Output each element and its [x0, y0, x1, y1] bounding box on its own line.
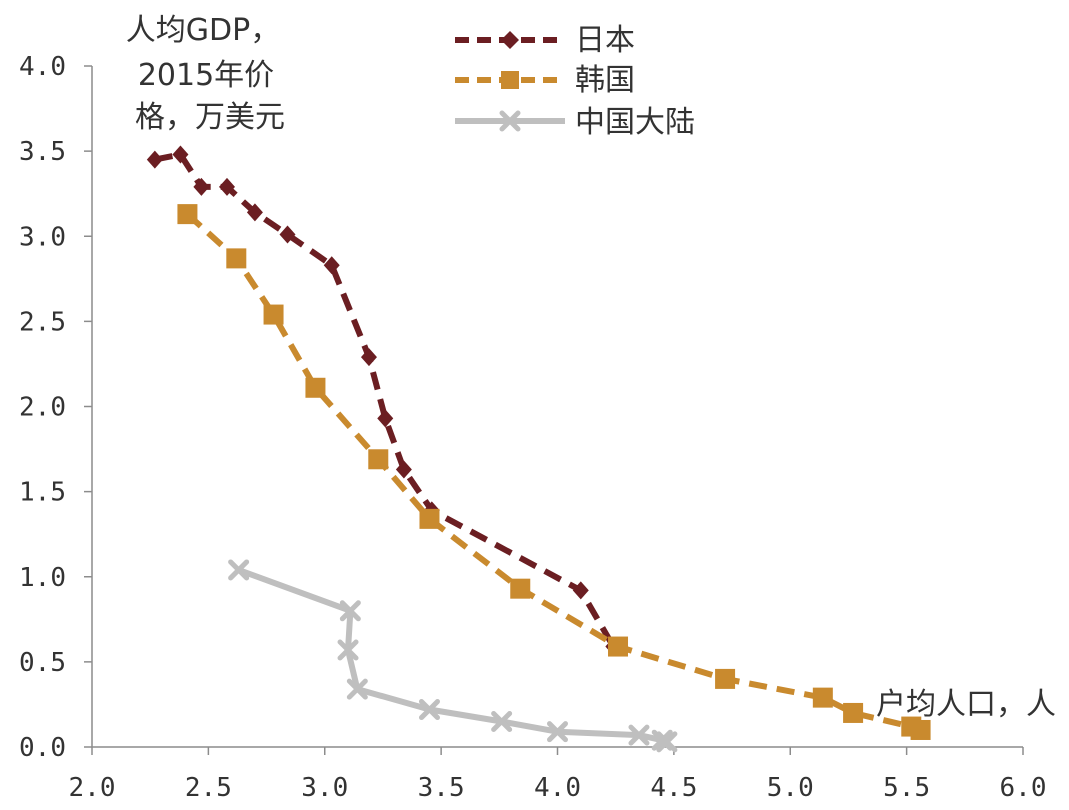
- y-tick-label: 2.5: [19, 307, 66, 337]
- legend-korea-square-marker: [501, 71, 519, 89]
- data-point-china-mainland: [228, 559, 250, 581]
- y-tick-label: 2.0: [19, 393, 66, 423]
- data-point-china-mainland: [418, 699, 440, 721]
- data-point-china-mainland: [547, 721, 568, 743]
- series-line-china-mainland: [235, 566, 670, 745]
- x-tick-label: 2.0: [69, 773, 116, 803]
- series-line-korea: [185, 211, 922, 733]
- y-tick-label: 3.5: [19, 137, 66, 167]
- legend-label-korea: 韩国: [575, 63, 635, 98]
- legend-label-china: 中国大陆: [575, 105, 695, 140]
- data-point-china-mainland: [628, 724, 650, 746]
- data-point-china-mainland: [346, 678, 368, 700]
- data-point-korea: [843, 702, 864, 723]
- series-line-japan: [154, 151, 616, 649]
- data-point-korea: [608, 636, 629, 657]
- series-china-mainland: [228, 559, 678, 753]
- data-point-korea: [368, 449, 389, 470]
- x-tick-label: 2.5: [185, 773, 232, 803]
- data-point-korea: [715, 668, 736, 689]
- x-tick-label: 3.5: [418, 773, 465, 803]
- legend-china-x-marker: [499, 110, 521, 132]
- y-tick-label: 3.0: [19, 222, 66, 252]
- y-axis-title-line-1: 人均GDP，: [126, 13, 280, 48]
- data-point-japan: [246, 203, 263, 222]
- y-axis-title-line-3: 格，万美元: [135, 100, 285, 135]
- legend-label-japan: 日本: [575, 23, 635, 58]
- x-tick-label: 3.0: [301, 773, 348, 803]
- data-point-korea: [305, 377, 326, 398]
- data-point-japan: [572, 581, 589, 600]
- y-axis-title-line-2: 2015年价: [138, 58, 274, 93]
- data-point-korea: [177, 204, 198, 225]
- y-tick-label: 1.5: [19, 478, 66, 508]
- x-tick-label: 5.0: [767, 773, 814, 803]
- data-point-japan: [172, 145, 189, 164]
- data-point-korea: [510, 578, 531, 599]
- data-point-korea: [910, 719, 931, 740]
- x-tick-label: 4.5: [650, 773, 697, 803]
- axes-ticks: 2.0 2.5 3.0 3.5 4.0 4.5 5.0 5.5 6.0 0.0 0.5 1.0 1.5 2…: [19, 52, 1046, 803]
- series-korea: [177, 204, 931, 740]
- data-point-china-mainland: [339, 600, 361, 622]
- data-point-korea: [419, 508, 440, 529]
- data-point-korea: [812, 687, 833, 708]
- y-tick-label: 0.5: [19, 648, 66, 678]
- y-tick-label: 4.0: [19, 52, 66, 82]
- data-point-japan: [360, 348, 377, 367]
- data-point-china-mainland: [337, 639, 359, 661]
- x-tick-label: 6.0: [1000, 773, 1047, 803]
- x-axis-title: 户均人口，人: [876, 687, 1056, 722]
- data-point-japan: [218, 177, 235, 196]
- data-point-japan: [193, 177, 210, 196]
- data-point-japan: [146, 150, 163, 169]
- series-japan: [146, 145, 622, 656]
- data-point-korea: [226, 248, 247, 269]
- data-point-japan: [395, 460, 412, 479]
- x-tick-label: 4.0: [534, 773, 581, 803]
- data-point-japan: [323, 256, 340, 275]
- legend-item-china: 中国大陆: [455, 105, 695, 140]
- data-point-china-mainland: [656, 731, 678, 753]
- legend: 日本 韩国 中国大陆: [455, 23, 695, 140]
- data-point-korea: [263, 304, 284, 325]
- series-layer: [146, 145, 931, 753]
- y-tick-label: 0.0: [19, 733, 66, 763]
- y-tick-label: 1.0: [19, 563, 66, 593]
- legend-item-korea: 韩国: [455, 63, 635, 98]
- legend-item-japan: 日本: [455, 23, 635, 58]
- data-point-japan: [279, 225, 296, 244]
- data-point-japan: [377, 409, 394, 428]
- x-tick-label: 5.5: [883, 773, 930, 803]
- legend-japan-diamond-marker: [501, 31, 519, 49]
- data-point-china-mainland: [491, 710, 513, 732]
